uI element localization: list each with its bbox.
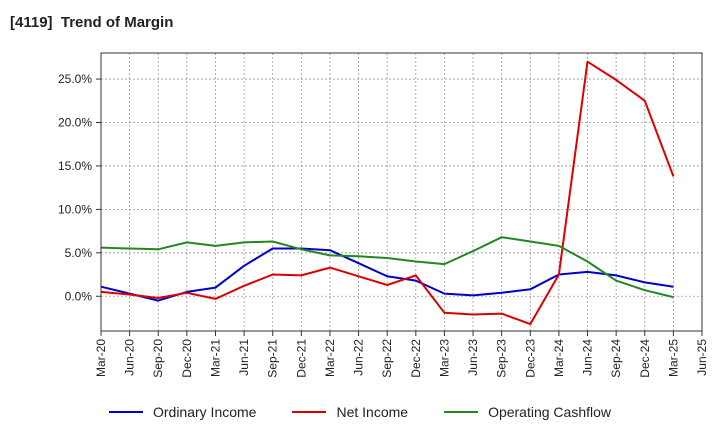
- legend-item: Ordinary Income: [108, 404, 257, 420]
- series-line-net-income: [100, 60, 675, 326]
- x-tick-label: Sep-23: [495, 339, 509, 378]
- line-chart: 0.0% 5.0% 10.0% 15.0% 20.0% 25.0% Mar-20 Jun-2…: [58, 52, 709, 378]
- chart-title: [4119] Trend of Margin: [10, 14, 174, 31]
- x-tick-label: Dec-20: [180, 339, 194, 378]
- x-tick-label: Sep-20: [151, 339, 165, 378]
- series-line-ordinary-income: [100, 247, 674, 302]
- x-tick-label: Jun-20: [123, 339, 137, 376]
- legend-swatch: [108, 411, 143, 413]
- x-tick-label: Sep-24: [609, 339, 623, 378]
- y-tick-label: 0.0%: [65, 289, 93, 303]
- x-tick-label: Mar-20: [94, 339, 108, 377]
- y-tick-label: 15.0%: [58, 159, 92, 173]
- x-tick-label: Jun-24: [581, 339, 595, 376]
- x-tick-label: Mar-21: [208, 339, 222, 377]
- legend-label: Ordinary Income: [152, 404, 257, 420]
- y-tick-label: 10.0%: [58, 202, 92, 216]
- y-axis: 0.0% 5.0% 10.0% 15.0% 20.0% 25.0%: [58, 72, 101, 303]
- x-tick-label: Sep-22: [380, 339, 394, 378]
- plot-frame: [100, 52, 703, 332]
- y-tick-label: 20.0%: [58, 116, 92, 130]
- x-axis: Mar-20 Jun-20 Sep-20 Dec-20 Mar-21 Jun-21 Sep-…: [94, 331, 709, 378]
- legend-swatch: [444, 411, 479, 413]
- legend-item: Net Income: [292, 404, 408, 420]
- x-tick-label: Mar-25: [666, 339, 680, 377]
- x-tick-label: Mar-23: [437, 339, 451, 377]
- x-tick-label: Mar-22: [323, 339, 337, 377]
- series-layer: [100, 60, 675, 326]
- legend-label: Operating Cashflow: [488, 404, 612, 420]
- y-tick-label: 5.0%: [65, 246, 93, 260]
- x-tick-label: Jun-25: [695, 339, 709, 376]
- series-line-operating-cashflow: [100, 236, 674, 299]
- x-tick-label: Mar-24: [552, 339, 566, 377]
- y-tick-label: 25.0%: [58, 72, 92, 86]
- x-tick-label: Dec-24: [638, 339, 652, 378]
- x-tick-label: Jun-21: [237, 339, 251, 376]
- x-tick-label: Jun-22: [352, 339, 366, 376]
- legend: Ordinary Income Net Income Operating Cashf…: [0, 404, 720, 420]
- x-tick-label: Dec-23: [523, 339, 537, 378]
- x-tick-label: Sep-21: [266, 339, 280, 378]
- legend-label: Net Income: [336, 404, 409, 420]
- legend-swatch: [292, 411, 327, 413]
- grid-lines: [100, 53, 703, 331]
- x-tick-label: Dec-21: [294, 339, 308, 378]
- legend-item: Operating Cashflow: [444, 404, 611, 420]
- x-tick-label: Jun-23: [466, 339, 480, 376]
- x-tick-label: Dec-22: [409, 339, 423, 378]
